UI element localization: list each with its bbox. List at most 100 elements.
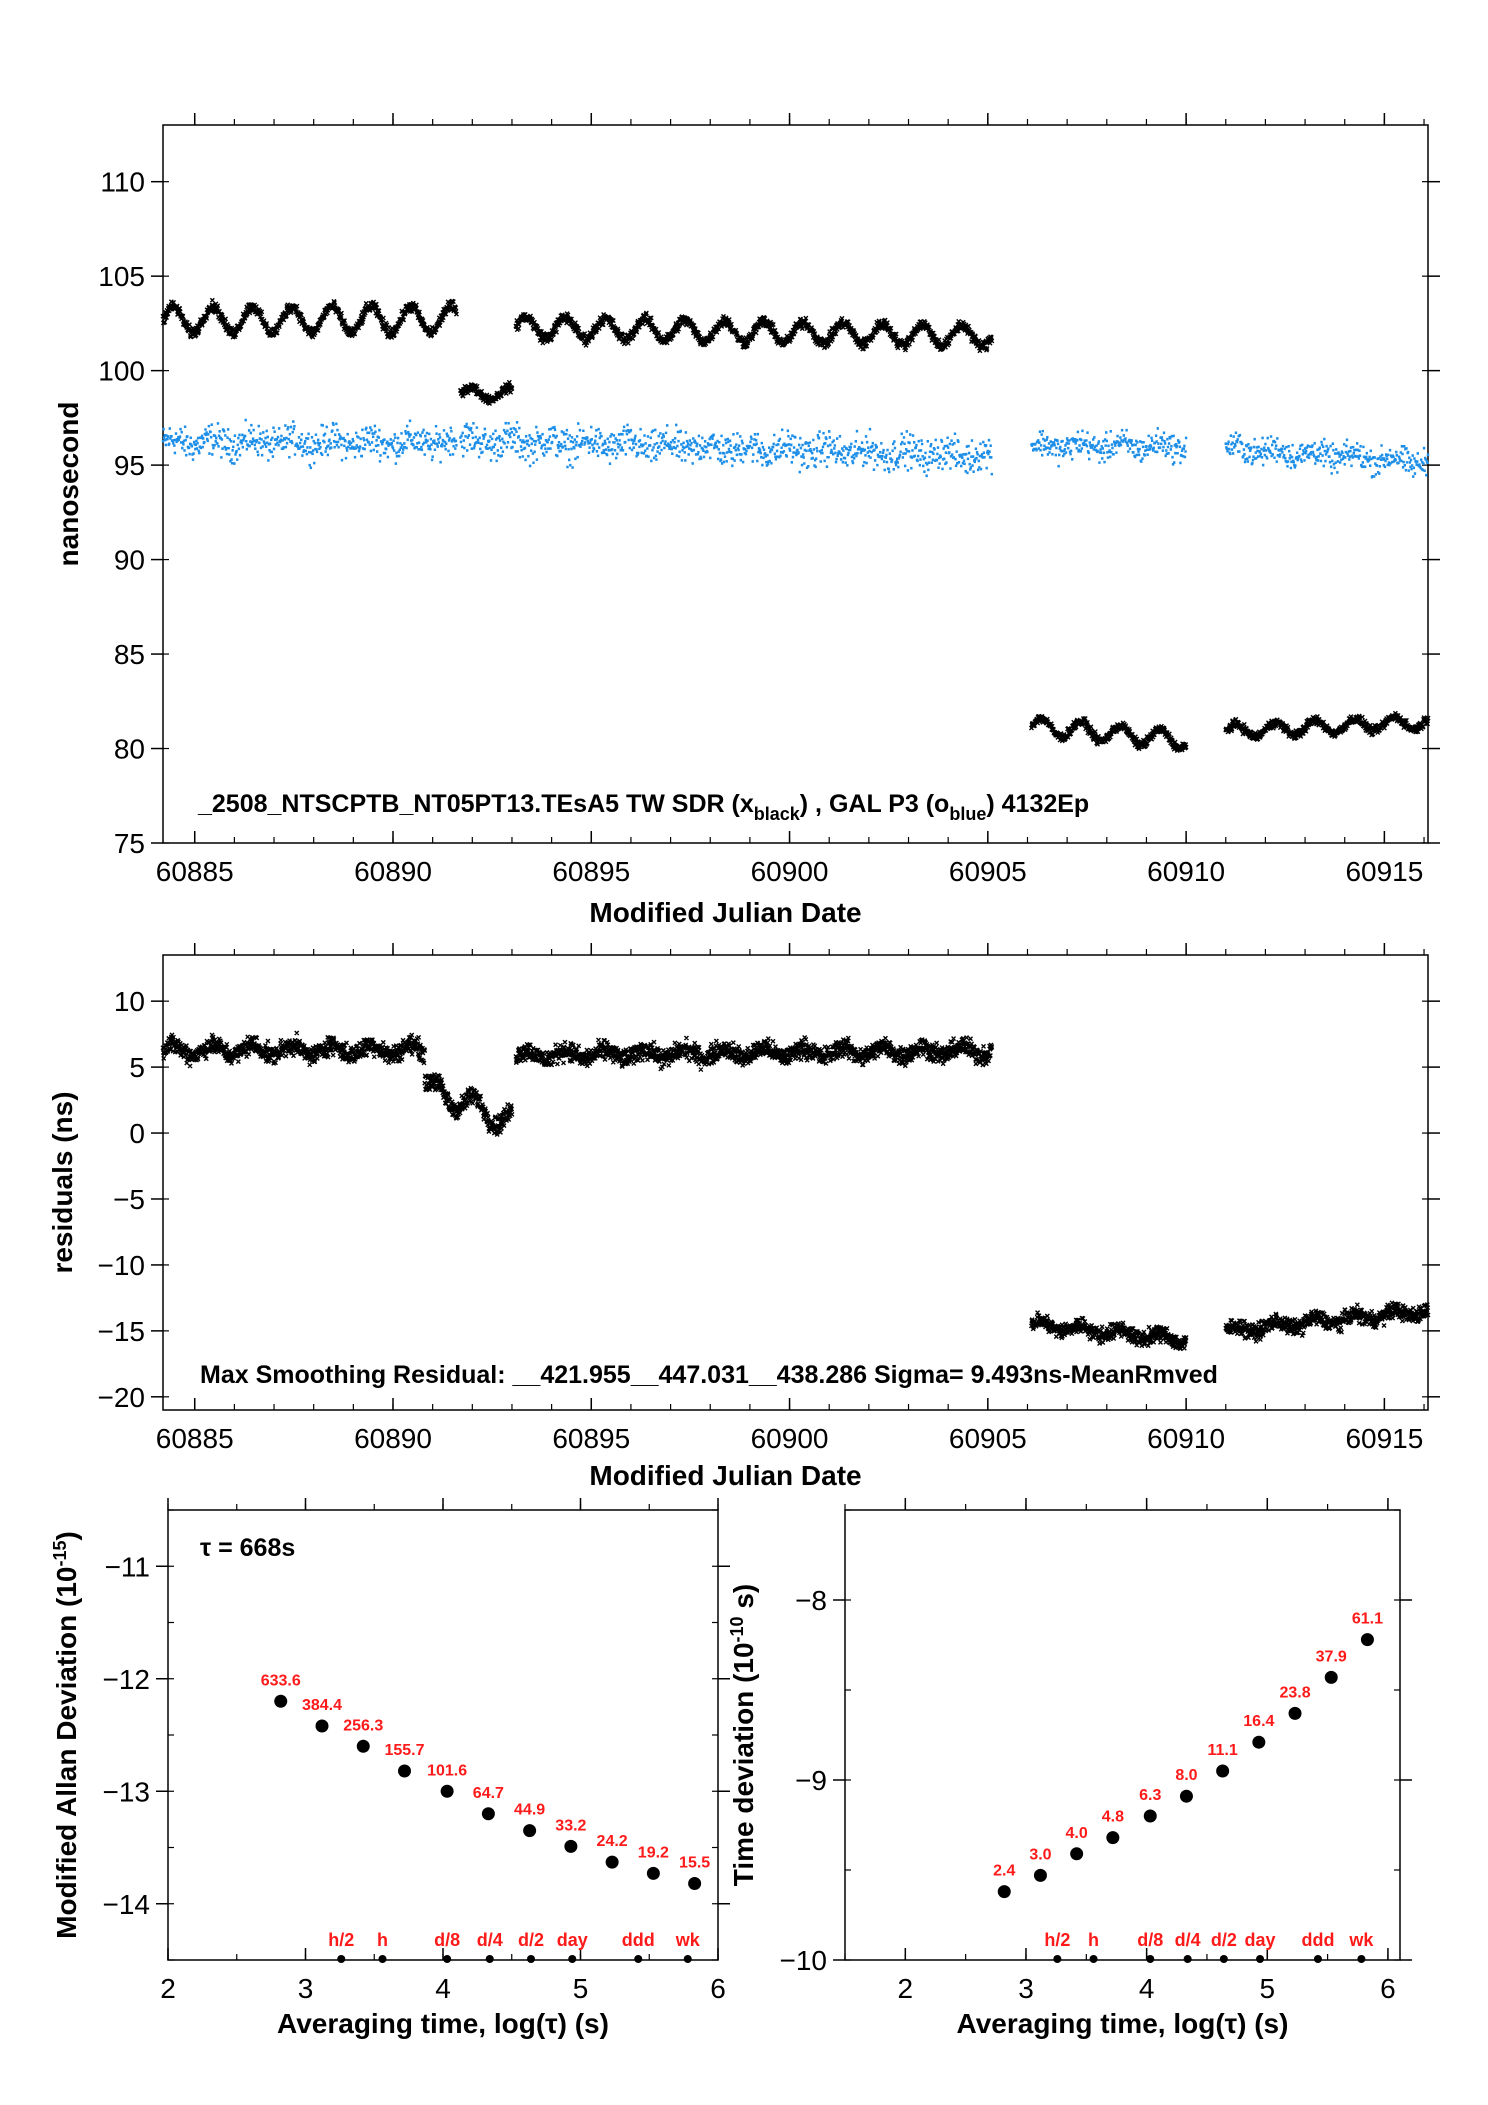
- data-label: 384.4: [302, 1697, 342, 1714]
- data-point: [315, 1719, 329, 1733]
- time-marker-label: h: [377, 1930, 388, 1950]
- time-marker-label: d/2: [518, 1930, 544, 1950]
- x-tick-label: 3: [1018, 1973, 1034, 2004]
- data-point: [356, 1739, 370, 1753]
- time-marker: [1357, 1955, 1366, 1963]
- x-axis-title: Modified Julian Date: [589, 897, 861, 928]
- time-marker-label: h/2: [1044, 1930, 1070, 1950]
- y-tick-label: 95: [114, 450, 145, 481]
- data-point: [688, 1877, 702, 1890]
- data-label: 33.2: [555, 1817, 586, 1834]
- data-label: 16.4: [1243, 1713, 1274, 1730]
- panel1-frame: [162, 124, 1429, 844]
- time-marker: [443, 1955, 452, 1963]
- time-marker-label: ddd: [1301, 1930, 1334, 1950]
- data-label: 2.4: [993, 1863, 1015, 1880]
- x-tick-label: 6: [710, 1973, 726, 2004]
- time-marker: [1146, 1955, 1155, 1963]
- data-point: [1360, 1633, 1374, 1647]
- tdev-frame: [844, 1509, 1401, 1961]
- timeseries-axes: 60885 60890 60895 60900 60905 60910 60915 75 80 8…: [98, 113, 1440, 887]
- data-point: [605, 1855, 619, 1869]
- data-label: 64.7: [473, 1785, 504, 1802]
- x-tick-label: 5: [573, 1973, 589, 2004]
- y-tick-label: 10: [114, 986, 145, 1017]
- time-marker-label: d/4: [477, 1930, 503, 1950]
- data-label: 256.3: [343, 1717, 383, 1734]
- y-tick-label: −11: [105, 1551, 150, 1582]
- time-marker-label: d/8: [434, 1930, 460, 1950]
- x-tick-label: 60905: [949, 1423, 1027, 1454]
- time-marker-label: h: [1088, 1930, 1099, 1950]
- time-marker: [568, 1955, 577, 1963]
- y-tick-label: −10: [98, 1250, 146, 1281]
- x-axis-title: Modified Julian Date: [589, 1460, 861, 1491]
- data-point: [1216, 1764, 1230, 1778]
- y-tick-label: 5: [129, 1052, 145, 1083]
- x-tick-label: 60915: [1345, 1423, 1423, 1454]
- y-tick-label: −14: [103, 1889, 151, 1920]
- time-marker: [1313, 1955, 1322, 1963]
- time-marker: [527, 1955, 535, 1963]
- data-point: [997, 1885, 1011, 1899]
- time-marker: [1183, 1955, 1192, 1963]
- mdev-frame: [167, 1509, 719, 1961]
- data-point: [1179, 1789, 1193, 1803]
- x-tick-label: 4: [1139, 1973, 1155, 2004]
- data-label: 8.0: [1175, 1767, 1197, 1784]
- x-tick-label: 60885: [156, 1423, 234, 1454]
- data-label: 44.9: [514, 1802, 545, 1819]
- panel2-frame: [162, 954, 1429, 1411]
- y-tick-label: 75: [114, 828, 145, 859]
- y-tick-label: 90: [114, 545, 145, 576]
- mdev-axes: 2 3 4 5 6 −11 −12 −13 −14: [103, 1498, 730, 2004]
- x-tick-label: 5: [1259, 1973, 1275, 2004]
- time-marker-label: wk: [675, 1930, 701, 1950]
- time-marker: [337, 1955, 346, 1963]
- time-marker-label: d/8: [1137, 1930, 1163, 1950]
- data-point: [1033, 1868, 1047, 1882]
- x-tick-label: 60915: [1345, 856, 1423, 887]
- series-marks: [160, 1030, 1431, 1352]
- data-point: [523, 1824, 537, 1838]
- data-point: [564, 1839, 578, 1853]
- x-tick-label: 60905: [949, 856, 1027, 887]
- data-point: [1106, 1831, 1120, 1845]
- data-point: [274, 1694, 288, 1708]
- y-axis-title: nanosecond: [53, 402, 84, 567]
- data-label: 19.2: [638, 1844, 669, 1861]
- y-tick-label: −10: [780, 1945, 828, 1976]
- x-tick-label: 4: [435, 1973, 451, 2004]
- data-label: 3.0: [1029, 1846, 1051, 1863]
- y-tick-label: 85: [114, 639, 145, 670]
- series-marks: [161, 418, 1430, 479]
- x-tick-label: 60895: [552, 1423, 630, 1454]
- y-tick-label: −8: [795, 1585, 827, 1616]
- tdev-axes: 2 3 4 5 6 −8 −9 −10: [780, 1498, 1412, 2004]
- time-marker: [1256, 1955, 1265, 1963]
- tau-note: τ = 668s: [200, 1534, 295, 1562]
- y-tick-label: −13: [103, 1776, 151, 1807]
- time-marker: [378, 1955, 387, 1963]
- panel1-annotation: _2508_NTSCPTB_NT05PT13.TEsA5 TW SDR (xbl…: [197, 790, 1089, 824]
- data-point: [1070, 1847, 1084, 1861]
- data-point: [481, 1807, 495, 1821]
- time-marker-label: d/2: [1211, 1930, 1237, 1950]
- x-tick-label: 60910: [1147, 856, 1225, 887]
- data-label: 11.1: [1208, 1742, 1238, 1759]
- y-tick-label: −5: [113, 1184, 145, 1215]
- y-tick-label: 110: [100, 167, 145, 198]
- time-marker-label: day: [1245, 1930, 1276, 1950]
- time-marker: [683, 1955, 692, 1963]
- series-marks: [160, 297, 1431, 754]
- x-tick-label: 60900: [751, 1423, 829, 1454]
- y-tick-label: 0: [129, 1118, 145, 1149]
- y-tick-label: 105: [98, 261, 145, 292]
- residuals-axes: 60885 60890 60895 60900 60905 60910 60915 10 5 0 −…: [98, 943, 1440, 1454]
- data-point: [1252, 1735, 1266, 1749]
- panel2-annotation: Max Smoothing Residual: __421.955__447.0…: [200, 1361, 1218, 1389]
- x-tick-label: 6: [1380, 1973, 1396, 2004]
- time-marker-label: wk: [1348, 1930, 1374, 1950]
- data-series: [161, 418, 1430, 479]
